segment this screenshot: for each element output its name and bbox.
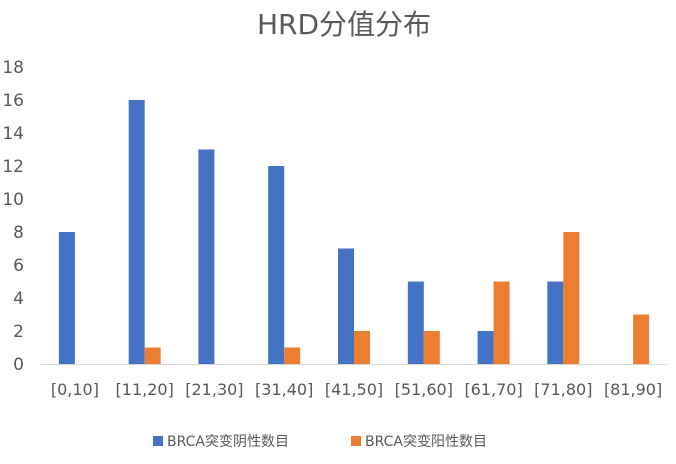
legend-label: BRCA突变阴性数目 [167, 434, 289, 450]
x-tick-label: [11,20] [116, 380, 174, 399]
x-tick-label: [71,80] [534, 380, 592, 399]
bar-series-2 [493, 281, 510, 364]
y-tick-label: 4 [13, 289, 24, 309]
x-tick-label: [51,60] [395, 380, 453, 399]
bar-series-1 [58, 232, 75, 364]
bar-series-2 [284, 347, 301, 364]
x-tick-label: [21,30] [185, 380, 243, 399]
y-tick-label: 16 [2, 91, 24, 111]
y-tick-label: 6 [13, 256, 24, 276]
legend-swatch [153, 436, 163, 446]
bar-series-2 [633, 314, 650, 364]
y-tick-label: 0 [13, 355, 24, 375]
x-tick-label: [41,50] [325, 380, 383, 399]
bars [58, 100, 650, 364]
x-tick-label: [31,40] [255, 380, 313, 399]
y-tick-label: 14 [2, 124, 24, 144]
legend-swatch [351, 436, 361, 446]
x-tick-label: [0,10] [51, 380, 99, 399]
x-tick-label: [81,90] [604, 380, 662, 399]
bar-series-2 [423, 331, 440, 364]
bar-series-1 [128, 100, 145, 364]
y-tick-label: 18 [2, 58, 24, 78]
legend: BRCA突变阴性数目 BRCA突变阳性数目 [153, 434, 487, 450]
bar-series-1 [268, 166, 285, 364]
bar-series-2 [144, 347, 161, 364]
legend-label: BRCA突变阳性数目 [365, 434, 487, 450]
bar-series-1 [407, 281, 424, 364]
bar-series-1 [198, 149, 215, 364]
y-tick-label: 2 [13, 322, 24, 342]
x-axis: [0,10] [11,20] [21,30] [31,40] [41,50] [51,60… [51, 380, 662, 399]
bar-series-1 [477, 331, 494, 364]
bar-series-1 [547, 281, 564, 364]
chart-title: HRD分值分布 [257, 8, 431, 41]
bar-series-2 [563, 232, 580, 364]
y-tick-label: 10 [2, 190, 24, 210]
bar-series-1 [338, 248, 354, 364]
y-tick-label: 8 [13, 223, 24, 243]
y-axis: 0 2 4 6 8 10 12 14 16 18 [2, 58, 24, 375]
x-tick-label: [61,70] [464, 380, 522, 399]
y-tick-label: 12 [2, 157, 24, 177]
bar-series-2 [354, 331, 370, 364]
